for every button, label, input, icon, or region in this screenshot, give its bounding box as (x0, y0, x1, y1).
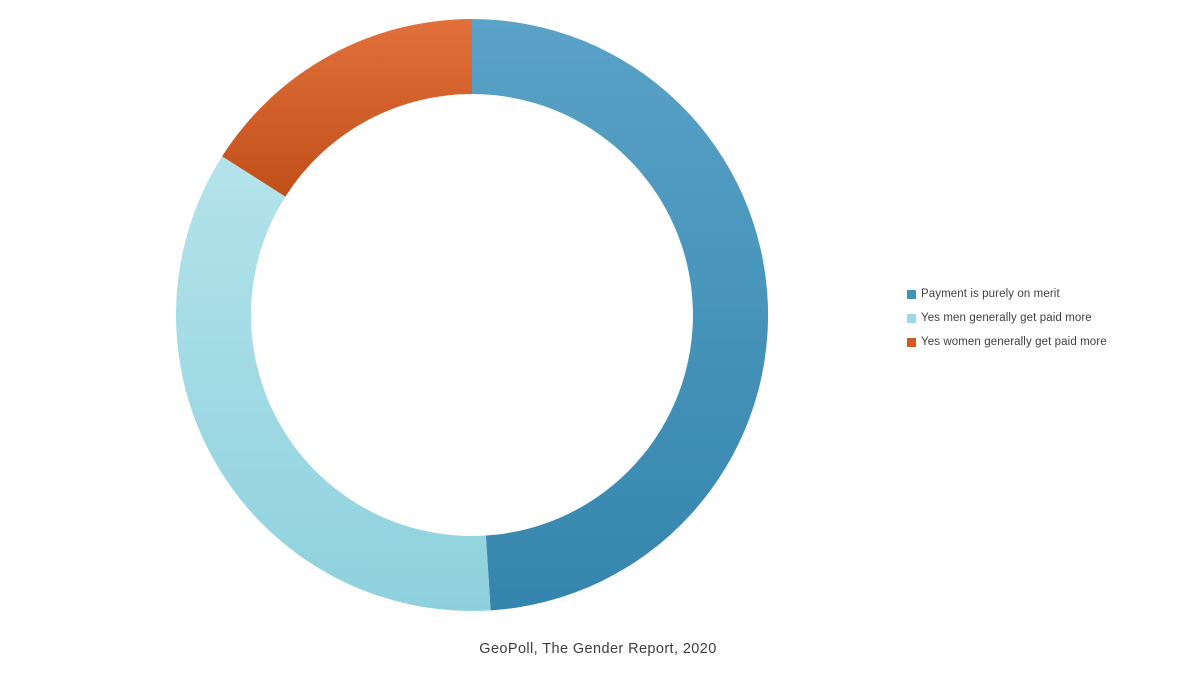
donut-slice-2 (222, 19, 472, 197)
legend-label: Payment is purely on merit (921, 288, 1060, 300)
chart-source-caption: GeoPoll, The Gender Report, 2020 (479, 641, 717, 657)
legend-swatch-icon (907, 313, 916, 323)
legend-item: Yes men generally get paid more (907, 306, 1107, 330)
donut-slices (176, 18, 769, 612)
legend-item: Payment is purely on merit (907, 282, 1107, 306)
legend: Payment is purely on merit Yes men gener… (907, 282, 1107, 354)
legend-label: Yes men generally get paid more (921, 312, 1092, 324)
donut-slice-0 (472, 18, 769, 611)
legend-label: Yes women generally get paid more (921, 336, 1107, 348)
legend-swatch-icon (907, 289, 916, 299)
legend-swatch-icon (907, 337, 916, 347)
donut-slice-1 (176, 156, 491, 612)
legend-item: Yes women generally get paid more (907, 330, 1107, 354)
